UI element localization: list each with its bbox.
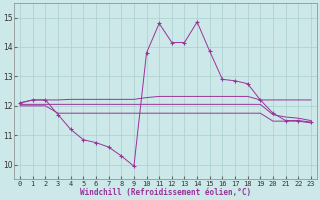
X-axis label: Windchill (Refroidissement éolien,°C): Windchill (Refroidissement éolien,°C)	[80, 188, 251, 197]
